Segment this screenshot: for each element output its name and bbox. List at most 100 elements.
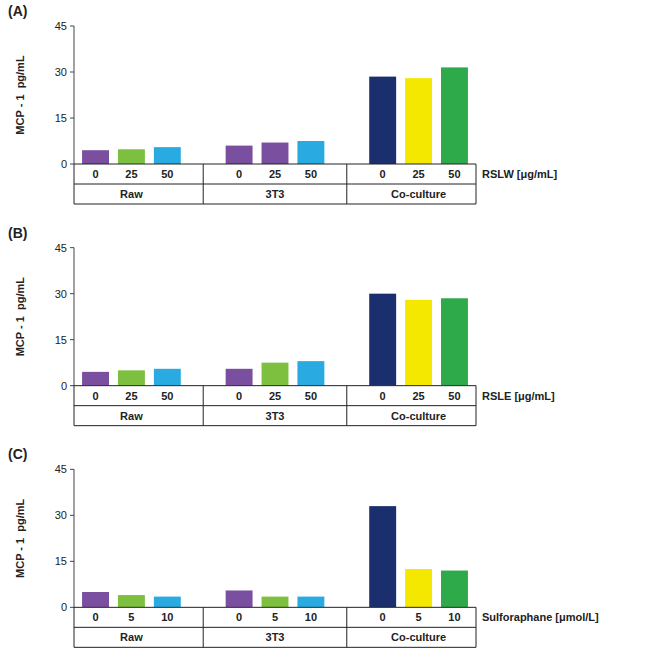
tick-label: 10 [305, 611, 317, 623]
group-divider [346, 164, 347, 204]
x-axis [74, 385, 476, 386]
tick-label: 25 [125, 168, 137, 180]
tick-label: 15 [55, 555, 67, 567]
bar [82, 150, 109, 164]
tick-label: 50 [448, 390, 460, 402]
bar [82, 372, 109, 386]
box-line [476, 607, 477, 647]
bar [297, 597, 324, 608]
tick-mark [70, 26, 74, 27]
bar [226, 590, 253, 607]
y-axis [74, 248, 75, 386]
tick-label: 0 [92, 611, 98, 623]
bar [226, 369, 253, 386]
tick-label: 5 [128, 611, 134, 623]
tick-label: 50 [448, 168, 460, 180]
bar [118, 370, 145, 385]
bars [82, 294, 468, 386]
bars [82, 506, 468, 607]
tick-label: 0 [380, 390, 386, 402]
bar [226, 146, 253, 164]
box-line [476, 164, 477, 204]
bar [441, 67, 468, 164]
box-line [74, 627, 476, 628]
tick-mark [70, 247, 74, 248]
tick-label: 15 [55, 112, 67, 124]
tick-mark [70, 72, 74, 73]
tick-label: 5 [416, 611, 422, 623]
x-axis [74, 607, 476, 608]
box-line [74, 386, 75, 426]
group-label: 3T3 [266, 188, 285, 200]
bar [154, 147, 181, 164]
tick-mark [70, 561, 74, 562]
group-label: Co-culture [391, 188, 446, 200]
figure: (A)0153045MCP - 1 pg/mL025500255002550Ra… [0, 0, 656, 665]
tick-label: 50 [305, 168, 317, 180]
group-label: Raw [120, 631, 143, 643]
box-line [74, 184, 476, 185]
tick-mark [70, 118, 74, 119]
group-divider [203, 386, 204, 426]
group-divider [346, 386, 347, 426]
box-line [74, 405, 476, 406]
group-divider [203, 164, 204, 204]
group-label: Co-culture [391, 410, 446, 422]
tick-mark [70, 607, 74, 608]
bar [405, 569, 432, 607]
group-divider [203, 607, 204, 647]
group-divider [346, 607, 347, 647]
panel-label: (B) [8, 225, 27, 241]
tick-label: 30 [55, 66, 67, 78]
tick-mark [70, 339, 74, 340]
box-line [74, 425, 476, 426]
tick-label: 0 [236, 611, 242, 623]
tick-label: 0 [61, 601, 67, 613]
bar [405, 78, 432, 164]
group-label: 3T3 [266, 410, 285, 422]
tick-label: 0 [61, 380, 67, 392]
tick-label: 25 [412, 168, 424, 180]
panel: (B)0153045MCP - 1 pg/mL025500255002550Ra… [8, 225, 555, 426]
tick-label: 0 [61, 158, 67, 170]
tick-label: 45 [55, 242, 67, 254]
tick-label: 50 [161, 168, 173, 180]
bar [118, 595, 145, 607]
bar [369, 294, 396, 386]
axis-label: RSLW [μg/mL] [482, 168, 558, 180]
tick-label: 45 [55, 20, 67, 32]
tick-mark [70, 469, 74, 470]
tick-label: 0 [92, 168, 98, 180]
tick-label: 0 [236, 168, 242, 180]
bar [82, 592, 109, 607]
box-line [74, 164, 75, 204]
box-line [74, 647, 476, 648]
tick-label: 25 [125, 390, 137, 402]
bar [441, 298, 468, 385]
bar [118, 149, 145, 164]
tick-label: 45 [55, 463, 67, 475]
tick-label: 0 [236, 390, 242, 402]
tick-mark [70, 385, 74, 386]
panel-label: (A) [8, 3, 27, 19]
group-label: Co-culture [391, 631, 446, 643]
y-axis [74, 26, 75, 164]
tick-label: 50 [161, 390, 173, 402]
bar [154, 369, 181, 386]
tick-mark [70, 515, 74, 516]
tick-label: 5 [272, 611, 278, 623]
tick-label: 0 [380, 168, 386, 180]
group-label: Raw [120, 410, 143, 422]
tick-label: 0 [92, 390, 98, 402]
axis-label: MCP - 1 pg/mL [14, 498, 26, 578]
axis-label: MCP - 1 pg/mL [14, 277, 26, 357]
group-label: Raw [120, 188, 143, 200]
bar [262, 143, 289, 164]
bars [82, 67, 468, 164]
panel: (A)0153045MCP - 1 pg/mL025500255002550Ra… [8, 3, 558, 204]
y-axis [74, 469, 75, 607]
panel-label: (C) [8, 446, 27, 462]
tick-label: 10 [448, 611, 460, 623]
group-label: 3T3 [266, 631, 285, 643]
x-axis [74, 164, 476, 165]
